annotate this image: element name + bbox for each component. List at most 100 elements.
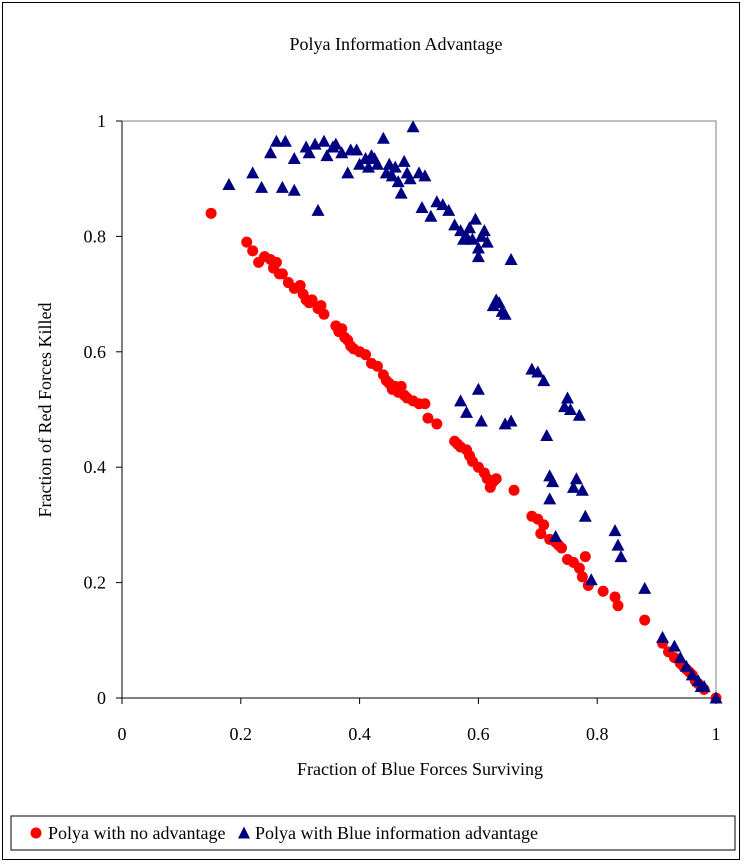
y-tick-label: 0.4 — [84, 457, 107, 477]
series-no-advantage — [205, 207, 722, 704]
data-point-triangle — [638, 581, 652, 594]
data-point-triangle — [341, 166, 355, 179]
data-point-triangle — [540, 428, 554, 441]
legend-marker-triangle — [238, 826, 250, 839]
legend-marker-circle — [30, 827, 42, 839]
data-point-circle — [336, 323, 348, 335]
data-point-circle — [576, 571, 588, 583]
data-point-triangle — [278, 134, 292, 147]
y-tick-label: 0.8 — [84, 226, 107, 246]
data-point-triangle — [275, 180, 289, 193]
data-point-triangle — [477, 224, 491, 237]
data-point-circle — [639, 614, 651, 626]
data-point-triangle — [685, 668, 699, 681]
data-point-triangle — [287, 152, 301, 165]
data-point-circle — [508, 484, 520, 496]
data-point-triangle — [656, 630, 670, 643]
data-point-triangle — [492, 296, 506, 309]
data-point-triangle — [317, 134, 331, 147]
data-point-triangle — [448, 218, 462, 231]
y-tick-label: 0.6 — [84, 342, 107, 362]
x-tick-label: 0.8 — [586, 724, 609, 744]
data-point-circle — [247, 245, 259, 257]
y-axis-label: Fraction of Red Forces Killed — [35, 303, 55, 518]
data-point-triangle — [480, 235, 494, 248]
data-point-triangle — [611, 538, 625, 551]
data-point-triangle — [578, 509, 592, 522]
data-point-triangle — [406, 120, 420, 133]
data-point-circle — [490, 473, 502, 485]
data-point-triangle — [563, 403, 577, 415]
data-point-circle — [612, 600, 624, 612]
data-point-circle — [431, 418, 443, 430]
data-point-triangle — [673, 651, 687, 664]
x-tick-label: 0 — [118, 724, 127, 744]
data-point-triangle — [584, 573, 598, 586]
data-point-circle — [270, 256, 282, 268]
data-point-triangle — [442, 203, 456, 216]
data-point-circle — [360, 349, 372, 361]
data-point-circle — [241, 236, 253, 248]
data-point-circle — [609, 591, 621, 603]
data-point-triangle — [566, 480, 580, 493]
data-point-triangle — [614, 550, 628, 563]
data-point-triangle — [388, 160, 402, 173]
x-axis-label: Fraction of Blue Forces Surviving — [297, 759, 543, 779]
data-point-triangle — [370, 157, 384, 170]
legend-label-blue-advantage: Polya with Blue information advantage — [255, 823, 538, 843]
data-point-triangle — [504, 414, 518, 427]
data-point-triangle — [667, 639, 681, 652]
y-axis-ticks: 0 0.2 0.4 0.6 0.8 1 — [84, 111, 122, 708]
chart-title: Polya Information Advantage — [290, 34, 503, 54]
data-point-triangle — [311, 203, 325, 216]
data-point-circle — [579, 551, 591, 563]
data-point-triangle — [391, 175, 405, 188]
data-point-triangle — [255, 180, 269, 193]
data-point-circle — [597, 585, 609, 597]
data-point-triangle — [561, 391, 574, 404]
data-point-circle — [422, 412, 434, 424]
data-point-triangle — [415, 201, 429, 214]
data-point-triangle — [418, 169, 432, 182]
data-point-triangle — [287, 183, 301, 196]
data-point-triangle — [460, 405, 474, 418]
axes — [121, 121, 716, 699]
data-point-triangle — [471, 241, 485, 254]
data-point-triangle — [498, 307, 512, 320]
data-point-triangle — [709, 691, 723, 704]
x-tick-label: 0.4 — [348, 724, 371, 744]
data-point-circle — [535, 528, 547, 540]
x-tick-label: 0.6 — [467, 724, 490, 744]
data-point-circle — [371, 360, 383, 372]
data-point-circle — [538, 519, 550, 531]
data-point-triangle — [468, 212, 482, 225]
data-point-triangle — [403, 172, 417, 185]
y-tick-label: 1 — [97, 111, 106, 131]
y-tick-label: 0 — [97, 688, 106, 708]
x-tick-label: 0.2 — [230, 724, 253, 744]
legend-label-no-advantage: Polya with no advantage — [48, 823, 225, 843]
data-point-circle — [294, 279, 306, 291]
data-point-triangle — [575, 483, 589, 496]
series-blue-information-advantage — [222, 120, 723, 704]
data-point-triangle — [376, 131, 390, 144]
data-point-triangle — [531, 365, 545, 378]
data-point-triangle — [394, 186, 408, 199]
data-point-triangle — [329, 137, 343, 150]
data-point-triangle — [546, 475, 560, 488]
data-point-triangle — [454, 394, 468, 407]
data-point-triangle — [246, 166, 260, 179]
data-point-triangle — [397, 154, 411, 167]
data-point-triangle — [608, 524, 622, 537]
data-point-triangle — [269, 134, 283, 147]
data-point-triangle — [549, 529, 563, 542]
data-point-circle — [315, 300, 327, 312]
data-point-triangle — [572, 408, 586, 421]
legend: Polya with no advantage Polya with Blue … — [10, 815, 736, 851]
data-point-triangle — [697, 679, 711, 692]
data-point-triangle — [385, 169, 399, 182]
data-point-triangle — [543, 492, 557, 505]
legend-box — [10, 815, 736, 851]
data-point-triangle — [679, 659, 693, 672]
